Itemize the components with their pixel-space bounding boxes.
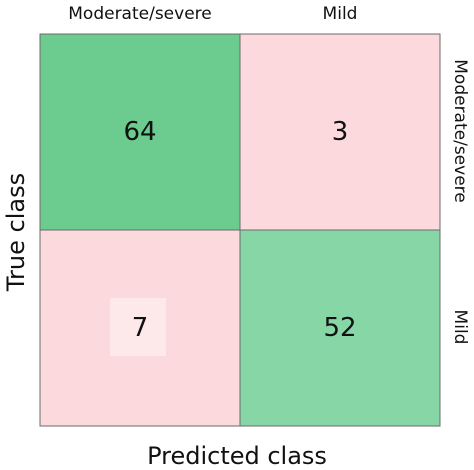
matrix-value-0-1: 3: [332, 117, 349, 147]
matrix-value-0-0: 64: [123, 117, 156, 147]
matrix-cell-0-1: [239, 33, 441, 231]
column-label-moderate-severe: Moderate/severe: [68, 4, 212, 24]
matrix-value-1-0: 7: [132, 313, 149, 343]
matrix-cell-1-1: [239, 229, 441, 427]
matrix-cell-0-0: [39, 33, 241, 231]
column-label-mild: Mild: [322, 4, 358, 24]
matrix-value-1-1: 52: [323, 313, 356, 343]
x-axis-title: Predicted class: [147, 442, 327, 470]
value-highlight: [110, 298, 166, 356]
